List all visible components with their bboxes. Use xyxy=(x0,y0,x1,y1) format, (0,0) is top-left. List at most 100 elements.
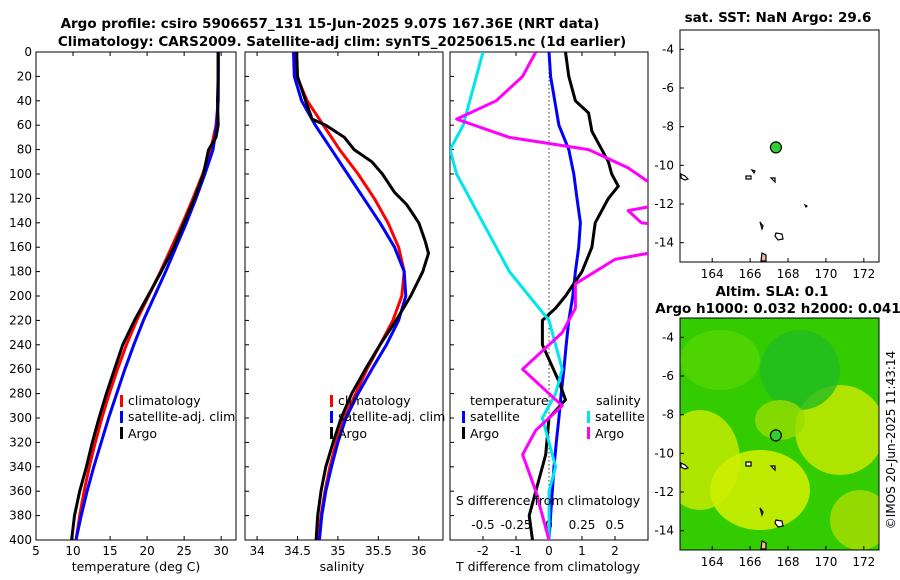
difference-lines xyxy=(450,52,648,540)
x-tick-label: 166 xyxy=(739,555,762,569)
x-tick-label: 166 xyxy=(739,267,762,281)
y-tick-label: -8 xyxy=(662,408,674,422)
island xyxy=(680,462,690,470)
sla-high-region xyxy=(795,385,879,475)
sla-map-panel: 164 166 168 170 172 -4 -6 -8 -10 -12 -14 xyxy=(654,317,880,569)
island xyxy=(769,177,776,184)
x-tick-label: 35 xyxy=(330,544,345,558)
sla-map-frame xyxy=(679,317,880,551)
y-tick-label: 80 xyxy=(17,143,32,157)
series-line-salinity-satellite xyxy=(450,52,564,540)
y-tick-label: -8 xyxy=(662,120,674,134)
figure-title-line1: Argo profile: csiro 5906657_131 15-Jun-2… xyxy=(61,16,600,32)
series-line-argo xyxy=(70,52,220,540)
y-tick-label: 380 xyxy=(9,509,32,523)
legend-header-temperature: temperature xyxy=(470,393,549,408)
sla-high-region xyxy=(710,450,810,530)
legend-label-temp-argo: Argo xyxy=(470,426,499,441)
legend-swatch-argo xyxy=(120,427,123,439)
x-tick-label: 35.5 xyxy=(365,544,392,558)
difference-panel: -2 -1 0 1 2-0.5 -0.25 0 0.25 0.5 S difference fr… xyxy=(449,51,649,574)
y-tick-label: 100 xyxy=(9,167,32,181)
island xyxy=(745,175,752,180)
y-tick-label: 140 xyxy=(9,216,32,230)
x-tick-label: 34.5 xyxy=(284,544,311,558)
y-tick-label: 60 xyxy=(17,118,32,132)
island xyxy=(760,540,767,550)
x-tick-label: 172 xyxy=(852,555,875,569)
legend-swatch-temp-satellite xyxy=(462,411,465,423)
x-tick-label: 172 xyxy=(852,267,875,281)
legend-label-satellite: satellite-adj. clim xyxy=(128,409,235,424)
t-difference-xlabel: T difference from climatology xyxy=(455,559,641,574)
series-line-argo xyxy=(295,52,430,540)
legend-label-climatology: climatology xyxy=(128,393,201,408)
y-tick-label: 300 xyxy=(9,411,32,425)
legend-label-climatology: climatology xyxy=(338,393,411,408)
x-tick-label: 0 xyxy=(545,544,553,558)
y-tick-label: 320 xyxy=(9,435,32,449)
island xyxy=(750,168,756,175)
legend-label-argo: Argo xyxy=(128,426,157,441)
sla-map-islands xyxy=(680,461,784,550)
y-tick-label: 160 xyxy=(9,240,32,254)
x-tick-label: 5 xyxy=(32,544,40,558)
temperature-axes-frame xyxy=(35,51,237,541)
salinity-lines xyxy=(292,52,430,540)
y-tick-label: 20 xyxy=(17,69,32,83)
y-tick-label: -4 xyxy=(662,330,674,344)
s-tick-label: -0.5 xyxy=(471,518,494,532)
x-tick-label: 36 xyxy=(411,544,426,558)
x-tick-label: 34 xyxy=(249,544,264,558)
legend-swatch-climatology xyxy=(330,395,333,407)
x-tick-label: 164 xyxy=(701,267,724,281)
sla-low-region xyxy=(760,330,840,410)
x-tick-label: -1 xyxy=(510,544,522,558)
series-line-temperature-argo xyxy=(527,52,620,540)
s-tick-label: 0.25 xyxy=(569,518,596,532)
y-tick-label: 400 xyxy=(9,533,32,547)
sla-panel-title: Altim. SLA: 0.1 xyxy=(715,284,828,300)
sst-map-islands xyxy=(680,168,809,262)
y-tick-label: 0 xyxy=(24,45,32,59)
x-tick-label: 10 xyxy=(65,544,80,558)
x-tick-label: 168 xyxy=(777,267,800,281)
legend-label-sal-satellite: satellite xyxy=(595,409,645,424)
island xyxy=(759,507,764,518)
legend-swatch-temp-argo xyxy=(462,427,465,439)
y-tick-label: 180 xyxy=(9,265,32,279)
argo-position-marker xyxy=(769,141,783,154)
salinity-ticks: 34 34.5 35 35.5 36 xyxy=(245,51,426,558)
y-tick-label: 340 xyxy=(9,460,32,474)
h-panel-title: Argo h1000: 0.032 h2000: 0.041 xyxy=(655,301,900,317)
legend-label-satellite: satellite-adj. clim xyxy=(338,409,445,424)
y-tick-label: -12 xyxy=(654,197,674,211)
sla-map-ticks: 164 166 168 170 172 -4 -6 -8 -10 -12 -14 xyxy=(654,330,875,569)
temperature-lines xyxy=(70,52,220,540)
island xyxy=(769,465,776,472)
sst-map-ticks: 164 166 168 170 172 -4 -6 -8 -10 -12 -14 xyxy=(654,42,875,281)
x-tick-label: 170 xyxy=(814,555,837,569)
difference-legend: temperature salinity satellite Argo sate… xyxy=(462,393,645,441)
legend-label-sal-argo: Argo xyxy=(595,426,624,441)
temperature-legend: climatology satellite-adj. clim Argo xyxy=(120,393,235,441)
y-tick-label: -14 xyxy=(654,236,674,250)
legend-swatch-sal-satellite xyxy=(587,411,590,423)
island xyxy=(803,203,809,209)
y-tick-label: 280 xyxy=(9,387,32,401)
series-line-salinity-argo xyxy=(455,52,648,540)
temperature-ticks: 5 10 15 20 25 3002040608010012014016018020022… xyxy=(9,45,229,558)
temperature-xlabel: temperature (deg C) xyxy=(72,559,201,574)
x-tick-label: 168 xyxy=(777,555,800,569)
legend-label-temp-satellite: satellite xyxy=(470,409,520,424)
sla-mid-region xyxy=(755,400,805,440)
y-tick-label: 120 xyxy=(9,191,32,205)
y-tick-label: -6 xyxy=(662,369,674,383)
island xyxy=(680,173,690,181)
sla-high-region xyxy=(830,490,879,550)
island xyxy=(760,252,767,262)
island xyxy=(774,232,784,241)
figure-title-line2: Climatology: CARS2009. Satellite-adj cli… xyxy=(58,34,626,50)
y-tick-label: 360 xyxy=(9,484,32,498)
y-tick-label: 200 xyxy=(9,289,32,303)
